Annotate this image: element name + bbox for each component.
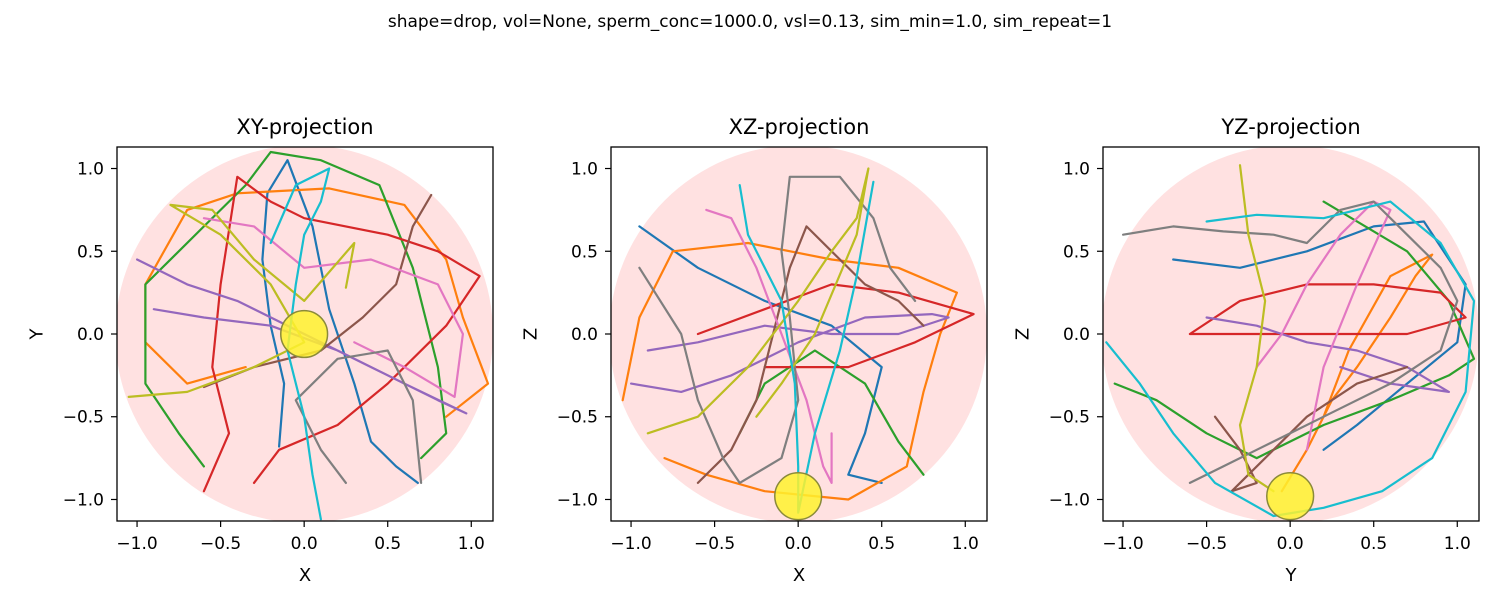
y-tick-label: 0.5 <box>1063 242 1090 262</box>
plot-area <box>611 147 987 521</box>
trajectory-line-3 <box>1113 200 1476 460</box>
trajectory-line-10 <box>269 167 331 521</box>
trajectory-line-2 <box>1280 253 1434 493</box>
trajectory-line-10 <box>1105 200 1476 518</box>
trajectory-line-2 <box>144 187 490 418</box>
trajectory-line-1 <box>638 225 883 484</box>
x-tick-label: 1.0 <box>1444 534 1471 554</box>
x-tick-label: −1.0 <box>1102 534 1143 554</box>
plot-area <box>1103 147 1479 521</box>
plot-area <box>117 147 493 521</box>
trajectory-line-5 <box>136 258 468 415</box>
x-tick-label: 0.5 <box>374 534 401 554</box>
y-axis-label: Z <box>521 328 542 340</box>
trajectory-line-4 <box>696 283 975 369</box>
trajectory-line-1 <box>261 159 419 484</box>
x-tick-label: −0.5 <box>1186 534 1227 554</box>
trajectory-line-6 <box>1213 366 1409 493</box>
x-axis-label: X <box>299 565 311 586</box>
x-tick-label: −1.0 <box>116 534 157 554</box>
x-tick-label: −0.5 <box>694 534 735 554</box>
egg-marker <box>1266 472 1315 521</box>
subplots-container: −1.0 −0.5 0.0 0.5 1.0 −1.0 −0.5 0.0 0.5 1.0 XY-pro… <box>27 115 1480 586</box>
x-tick-label: 1.0 <box>952 534 979 554</box>
x-axis-label: X <box>793 565 805 586</box>
y-tick-label: 1.0 <box>1063 160 1090 180</box>
trajectory-line-9 <box>127 203 356 398</box>
y-tick-label: 1.0 <box>571 160 598 180</box>
subplot-1: −1.0 −0.5 0.0 0.5 1.0 −1.0 −0.5 0.0 0.5 1.0 XY-pro… <box>27 115 494 586</box>
trajectory-line-4 <box>202 175 481 493</box>
x-tick-label: −1.0 <box>610 534 651 554</box>
y-tick-label: 1.0 <box>77 160 104 180</box>
y-tick-label: −1.0 <box>1049 490 1090 510</box>
subplot-2: −1.0 −0.5 0.0 0.5 1.0 −1.0 −0.5 0.0 0.5 1.0 XZ-pro… <box>521 115 988 586</box>
y-tick-label: 0.0 <box>77 325 104 345</box>
y-tick-label: 0.0 <box>571 325 598 345</box>
trajectory-line-4 <box>1188 283 1467 336</box>
x-tick-label: 0.0 <box>1277 534 1304 554</box>
x-tick-label: 0.0 <box>291 534 318 554</box>
subplot-title: XZ-projection <box>729 115 870 139</box>
y-tick-label: −1.0 <box>557 490 598 510</box>
trajectory-line-8 <box>294 349 423 484</box>
subplot-title: YZ-projection <box>1220 115 1360 139</box>
x-tick-label: 0.0 <box>785 534 812 554</box>
figure-suptitle: shape=drop, vol=None, sperm_conc=1000.0,… <box>388 12 1112 32</box>
subplot-title: XY-projection <box>236 115 373 139</box>
trajectory-line-9 <box>1238 164 1275 493</box>
drop-boundary <box>611 147 987 521</box>
trajectory-line-9 <box>646 167 870 435</box>
y-tick-label: −0.5 <box>1049 408 1090 428</box>
subplot-3: −1.0 −0.5 0.0 0.5 1.0 −1.0 −0.5 0.0 0.5 1.0 YZ-pro… <box>1013 115 1480 586</box>
y-tick-label: −0.5 <box>557 408 598 428</box>
x-tick-label: −0.5 <box>200 534 241 554</box>
x-axis-label: Y <box>1285 565 1298 586</box>
x-tick-label: 1.0 <box>458 534 485 554</box>
y-tick-label: −0.5 <box>63 408 104 428</box>
y-tick-label: 0.0 <box>1063 325 1090 345</box>
y-tick-label: 0.5 <box>77 242 104 262</box>
y-tick-label: 0.5 <box>571 242 598 262</box>
trajectory-line-5 <box>629 313 950 393</box>
trajectory-line-3 <box>144 150 448 468</box>
y-axis-label: Z <box>1013 328 1034 340</box>
trajectory-line-6 <box>696 225 925 484</box>
egg-marker <box>774 472 823 521</box>
trajectory-line-5 <box>1205 316 1451 393</box>
y-axis-label: Y <box>27 328 48 341</box>
x-tick-label: 0.5 <box>868 534 895 554</box>
x-tick-label: 0.5 <box>1360 534 1387 554</box>
egg-marker <box>280 309 329 359</box>
y-tick-label: −1.0 <box>63 490 104 510</box>
